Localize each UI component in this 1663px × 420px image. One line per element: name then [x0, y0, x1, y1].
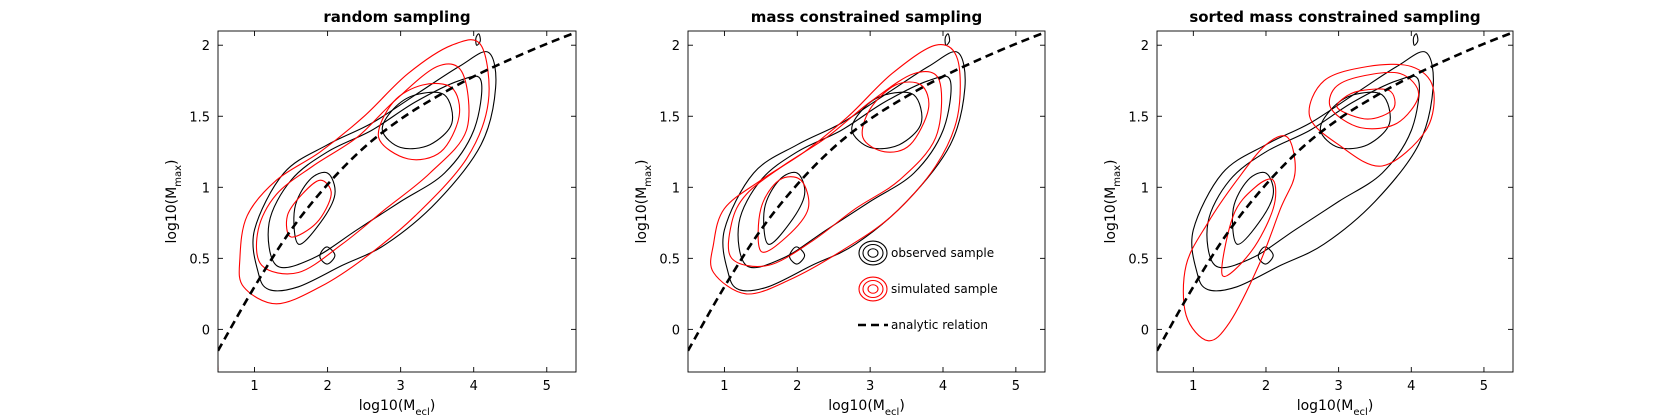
- observed-contour-5: [1257, 246, 1274, 265]
- legend-contour-swatch: [862, 279, 884, 299]
- legend-entry-observed: observed sample: [858, 240, 994, 266]
- analytic-relation-line: [218, 31, 576, 352]
- x-axis-label: log10(Mecl): [1297, 398, 1374, 418]
- y-tick-label: 1: [202, 181, 210, 196]
- simulated-contour-4: [377, 82, 461, 161]
- simulated-contour-2: [255, 63, 470, 275]
- y-tick-label: 2: [672, 39, 680, 54]
- chart-panel-2: 1 2 3 4 5 0 0.5 1 1.5 2 mass constrained sampling l…: [634, 8, 1046, 418]
- simulated-contour-3: [285, 179, 332, 238]
- observed-contour-3: [293, 171, 336, 245]
- observed-contour-5: [789, 246, 806, 265]
- legend-entry-simulated: simulated sample: [858, 276, 998, 302]
- x-tick-label: 5: [1012, 379, 1020, 394]
- axes-box: [1156, 30, 1514, 373]
- plot-area: [218, 31, 576, 372]
- observed-contour-4: [381, 91, 454, 150]
- y-tick-label: 0.5: [659, 252, 680, 267]
- legend: observed sample simulated sample analytic …: [858, 240, 998, 332]
- x-tick-label: 5: [1480, 379, 1488, 394]
- y-tick-label: 2: [1141, 39, 1149, 54]
- observed-contour-1: [1191, 51, 1434, 292]
- y-axis-label: log10(Mmax): [1103, 160, 1123, 244]
- x-tick-label: 1: [1189, 379, 1197, 394]
- x-tick-label: 2: [793, 379, 801, 394]
- observed-contour-4: [1319, 91, 1391, 150]
- x-tick-label: 1: [720, 379, 728, 394]
- simulated-contour-5: [218, 364, 219, 371]
- simulated-contour-4: [1328, 71, 1420, 130]
- x-axis-label: log10(Mecl): [359, 398, 436, 418]
- observed-contour-3: [763, 171, 806, 245]
- x-tick-label: 3: [397, 379, 405, 394]
- y-tick-label: 2: [202, 39, 210, 54]
- simulated-contour-2: [1221, 178, 1277, 278]
- y-tick-label: 0.5: [189, 252, 210, 267]
- chart-title: mass constrained sampling: [751, 8, 982, 26]
- observed-contour-6: [1412, 33, 1419, 46]
- y-tick-label: 1: [672, 181, 680, 196]
- legend-label: observed sample: [891, 246, 994, 260]
- observed-contour-1: [252, 51, 497, 292]
- legend-label: analytic relation: [891, 318, 988, 332]
- observed-contour-6: [944, 33, 951, 46]
- axes-box: [217, 30, 577, 373]
- observed-contour-4: [851, 91, 923, 150]
- plot-area: [1157, 31, 1513, 372]
- legend-contour-swatch: [867, 248, 879, 258]
- y-tick-label: 0: [1141, 323, 1149, 338]
- simulated-contour-4: [861, 81, 930, 153]
- x-tick-label: 3: [1334, 379, 1342, 394]
- simulated-contour-3: [1308, 63, 1435, 167]
- simulated-contour-1: [710, 44, 961, 295]
- legend-contour-swatch: [862, 243, 884, 263]
- simulated-contour-1: [1182, 135, 1296, 342]
- y-tick-label: 0: [672, 323, 680, 338]
- simulated-contour-2: [727, 70, 943, 268]
- legend-label: simulated sample: [891, 282, 998, 296]
- y-tick-label: 1.5: [659, 110, 680, 125]
- observed-contour-3: [1231, 171, 1274, 245]
- x-tick-label: 4: [939, 379, 947, 394]
- y-tick-label: 1.5: [189, 110, 210, 125]
- y-tick-label: 1.5: [1128, 110, 1149, 125]
- legend-entry-analytic: analytic relation: [858, 318, 988, 332]
- x-axis-label: log10(Mecl): [828, 398, 905, 418]
- y-tick-label: 0.5: [1128, 252, 1149, 267]
- y-tick-label: 1: [1141, 181, 1149, 196]
- analytic-relation-line: [1157, 31, 1513, 352]
- chart-title: sorted mass constrained sampling: [1189, 8, 1480, 26]
- x-tick-label: 1: [250, 379, 258, 394]
- legend-contour-swatch: [858, 276, 888, 302]
- x-tick-label: 2: [1262, 379, 1270, 394]
- x-tick-label: 4: [470, 379, 478, 394]
- legend-contour-swatch: [858, 240, 888, 266]
- analytic-relation-line: [688, 31, 1045, 352]
- chart-title: random sampling: [323, 8, 470, 26]
- observed-contour-5: [319, 246, 336, 265]
- x-tick-label: 2: [323, 379, 331, 394]
- simulated-contour-1: [238, 39, 490, 305]
- x-tick-label: 3: [866, 379, 874, 394]
- axes-box: [687, 30, 1046, 373]
- chart-panel-1: 1 2 3 4 5 0 0.5 1 1.5 2 random sampling log10(Mecl)…: [164, 8, 577, 418]
- simulated-contour-5: [1336, 88, 1396, 120]
- x-tick-label: 4: [1407, 379, 1415, 394]
- legend-contour-swatch: [867, 284, 879, 294]
- y-tick-label: 0: [202, 323, 210, 338]
- chart-panel-3: 1 2 3 4 5 0 0.5 1 1.5 2 sorted mass constrained sa…: [1103, 8, 1514, 418]
- simulated-contour-3: [757, 176, 810, 253]
- x-tick-label: 5: [543, 379, 551, 394]
- y-axis-label: log10(Mmax): [634, 160, 654, 244]
- y-axis-label: log10(Mmax): [164, 160, 184, 244]
